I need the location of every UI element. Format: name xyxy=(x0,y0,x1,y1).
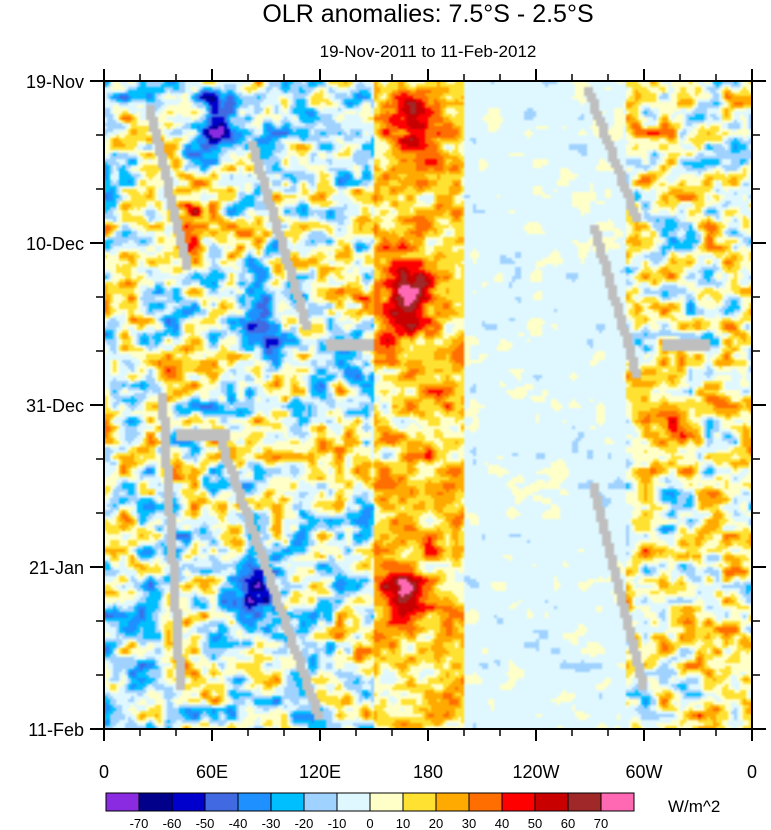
colorbar-swatch xyxy=(468,792,503,812)
colorbar-swatch xyxy=(435,792,470,812)
colorbar-swatch xyxy=(138,792,173,812)
colorbar-tick-label: 70 xyxy=(594,816,608,830)
colorbar-tick-label: 20 xyxy=(429,816,443,830)
x-tick-label: 120W xyxy=(512,762,559,782)
colorbar-tick-label: 0 xyxy=(366,816,373,830)
y-tick-label: 19-Nov xyxy=(26,72,84,92)
colorbar-tick-label: 60 xyxy=(561,816,575,830)
y-tick-label: 11-Feb xyxy=(28,720,84,740)
plot-area xyxy=(103,80,753,730)
colorbar-tick-label: -50 xyxy=(196,816,215,830)
colorbar-tick-label: -40 xyxy=(229,816,248,830)
colorbar-tick-label: 50 xyxy=(528,816,542,830)
x-tick-label: 60W xyxy=(625,762,662,782)
colorbar-swatch xyxy=(369,792,404,812)
y-axis: 19-Nov 10-Dec 31-Dec 21-Jan 11-Feb xyxy=(26,72,766,740)
colorbar-units-label: W/m^2 xyxy=(668,797,720,816)
colorbar-swatch xyxy=(567,792,602,812)
colorbar-tick-label: -10 xyxy=(328,816,347,830)
colorbar-tick-label: -70 xyxy=(130,816,149,830)
heatmap-field xyxy=(104,81,752,729)
x-tick-label: 120E xyxy=(299,762,341,782)
colorbar-swatch xyxy=(501,792,536,812)
colorbar-swatch xyxy=(303,792,338,812)
chart-subtitle: 19-Nov-2011 to 11-Feb-2012 xyxy=(320,42,537,61)
colorbar-swatch xyxy=(600,792,635,812)
x-axis: 0 60E 120E 180 120W 60W 0 xyxy=(99,69,757,782)
colorbar-swatch xyxy=(237,792,272,812)
colorbar-tick-label: 30 xyxy=(462,816,476,830)
colorbar-swatch xyxy=(105,792,140,812)
y-tick-label: 31-Dec xyxy=(26,396,84,416)
x-tick-label: 0 xyxy=(747,762,757,782)
colorbar: -70 -60 -50 -40 -30 -20 -10 0 10 20 30 40 50 60 70 xyxy=(105,792,635,830)
colorbar-swatch xyxy=(402,792,437,812)
x-tick-label: 180 xyxy=(413,762,443,782)
colorbar-tick-label: -20 xyxy=(295,816,314,830)
colorbar-swatch xyxy=(534,792,569,812)
colorbar-swatch xyxy=(270,792,305,812)
colorbar-tick-label: 40 xyxy=(495,816,509,830)
x-tick-label: 0 xyxy=(99,762,109,782)
y-tick-label: 10-Dec xyxy=(26,234,84,254)
colorbar-tick-label: -60 xyxy=(163,816,182,830)
colorbar-tick-label: 10 xyxy=(396,816,410,830)
colorbar-tick-label: -30 xyxy=(262,816,281,830)
x-tick-label: 60E xyxy=(196,762,228,782)
chart-title: OLR anomalies: 7.5°S - 2.5°S xyxy=(262,0,593,28)
colorbar-swatch xyxy=(336,792,371,812)
colorbar-swatch xyxy=(204,792,239,812)
y-tick-label: 21-Jan xyxy=(29,558,84,578)
colorbar-swatch xyxy=(171,792,206,812)
